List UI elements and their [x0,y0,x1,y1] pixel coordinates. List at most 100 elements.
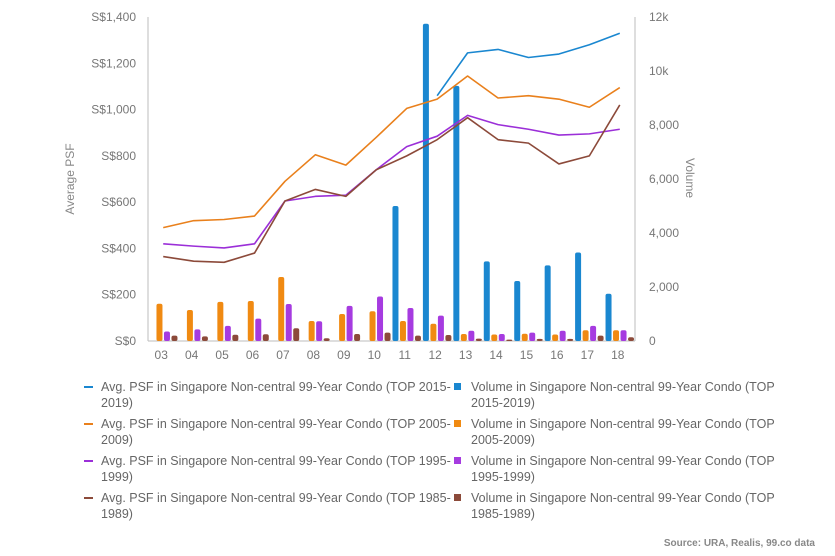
left-tick-label: S$200 [101,288,136,302]
right-axis-title: Volume [683,158,697,198]
source-note: Source: URA, Realis, 99.co data [663,538,815,549]
right-tick-label: 8,000 [649,118,679,132]
legend-line-swatch [84,497,93,499]
right-tick-label: 6,000 [649,172,679,186]
volume-bar [536,338,543,341]
x-tick-label: 08 [307,348,321,362]
legend-item-line-2015[interactable]: Avg. PSF in Singapore Non-central 99-Yea… [84,379,454,411]
right-tick-label: 10k [649,64,669,78]
volume-bar [460,333,467,341]
volume-bar [559,330,566,341]
volume-bar [171,335,178,341]
volume-bar [521,333,528,341]
psf-line [163,75,621,229]
volume-bar [339,314,346,341]
volume-bar [369,311,376,341]
volume-bar [384,332,391,341]
volume-bar [483,261,490,341]
legend-item-bar-1985[interactable]: Volume in Singapore Non-central 99-Year … [454,490,804,522]
legend-item-line-2005[interactable]: Avg. PSF in Singapore Non-central 99-Yea… [84,416,454,448]
volume-bar [567,338,574,341]
volume-bar [224,325,231,341]
volume-bar [613,330,620,341]
x-tick-label: 17 [581,348,595,362]
volume-bar [377,296,384,341]
legend-bar-swatch [454,420,461,427]
volume-bar [422,23,429,341]
x-tick-label: 10 [368,348,382,362]
psf-line [436,32,621,97]
volume-bar [392,206,399,341]
volume-bar [620,330,627,341]
volume-bar [399,321,406,341]
legend-label: Volume in Singapore Non-central 99-Year … [471,454,775,484]
x-tick-label: 04 [185,348,199,362]
volume-bar [628,337,635,341]
volume-bar [529,332,536,341]
legend-item-bar-1995[interactable]: Volume in Singapore Non-central 99-Year … [454,453,804,485]
legend-line-swatch [84,386,93,388]
legend-item-bar-2015[interactable]: Volume in Singapore Non-central 99-Year … [454,379,804,411]
legend-item-line-1985[interactable]: Avg. PSF in Singapore Non-central 99-Yea… [84,490,454,522]
volume-bar [445,335,452,341]
legend-bar-swatch [454,457,461,464]
x-tick-label: 16 [550,348,564,362]
volume-bar [232,334,239,341]
volume-bar [575,252,582,341]
left-tick-label: S$400 [101,241,136,255]
volume-bar [491,334,498,341]
volume-bar [194,329,201,341]
left-axis-title: Average PSF [63,143,77,214]
x-tick-label: 18 [611,348,625,362]
volume-bar [544,265,551,341]
volume-bar [498,333,505,341]
psf-line [163,114,620,249]
right-tick-label: 0 [649,334,656,348]
left-tick-label: S$0 [115,334,137,348]
x-tick-label: 13 [459,348,473,362]
legend-item-line-1995[interactable]: Avg. PSF in Singapore Non-central 99-Yea… [84,453,454,485]
volume-bar [414,335,421,341]
left-tick-label: S$1,400 [91,10,136,24]
psf-line [163,104,621,264]
volume-bar [514,281,521,341]
left-tick-label: S$1,200 [91,56,136,70]
left-tick-label: S$1,000 [91,103,136,117]
left-tick-label: S$800 [101,149,136,163]
right-tick-label: 4,000 [649,226,679,240]
legend-line-swatch [84,460,93,462]
legend-item-bar-2005[interactable]: Volume in Singapore Non-central 99-Year … [454,416,804,448]
x-tick-label: 03 [155,348,169,362]
volume-bar [590,325,597,341]
right-tick-label: 12k [649,10,669,24]
volume-bar [475,338,482,341]
volume-bar [605,293,612,341]
legend-label: Avg. PSF in Singapore Non-central 99-Yea… [101,454,451,484]
combo-chart: S$0 S$200 S$400 S$600 S$800 S$1,000 S$1,200 S$1… [63,10,697,362]
volume-bar [597,335,604,341]
volume-bar [506,339,513,341]
left-tick-label: S$600 [101,195,136,209]
volume-bar [247,301,254,341]
volume-bar [407,308,414,341]
x-tick-label: 06 [246,348,260,362]
legend-label: Avg. PSF in Singapore Non-central 99-Yea… [101,491,451,521]
x-tick-label: 12 [428,348,442,362]
legend-label: Volume in Singapore Non-central 99-Year … [471,491,775,521]
x-tick-label: 14 [489,348,503,362]
volume-bar [293,328,300,341]
volume-bar [323,338,330,341]
volume-bar [163,331,170,341]
volume-bar [437,315,444,341]
x-tick-label: 05 [215,348,229,362]
volume-bar [201,336,208,341]
volume-bar [217,301,224,341]
legend-label: Avg. PSF in Singapore Non-central 99-Yea… [101,417,451,447]
volume-bar [354,333,361,341]
legend: Avg. PSF in Singapore Non-central 99-Yea… [84,379,804,522]
x-tick-label: 09 [337,348,351,362]
legend-bar-swatch [454,383,461,390]
legend-label: Avg. PSF in Singapore Non-central 99-Yea… [101,380,451,410]
volume-bar [430,323,437,341]
right-tick-label: 2,000 [649,280,679,294]
